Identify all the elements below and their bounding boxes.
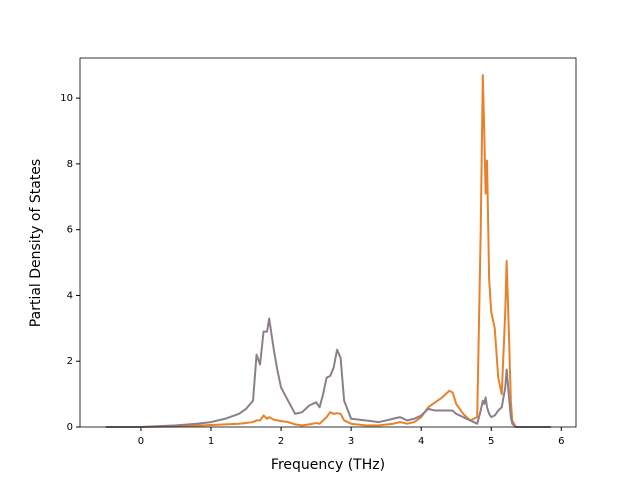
y-axis-label: Partial Density of States: [28, 159, 44, 327]
y-tick-label: 2: [67, 356, 73, 367]
y-tick-label: 8: [67, 159, 73, 170]
data-line: [105, 74, 551, 428]
x-tick-label: 6: [558, 436, 564, 447]
x-tick-label: 1: [208, 436, 214, 447]
x-tick-label: 4: [418, 436, 424, 447]
y-tick-label: 10: [60, 93, 73, 104]
x-tick-label: 2: [278, 436, 284, 447]
x-tick-label: 5: [488, 436, 494, 447]
y-tick-label: 6: [67, 225, 73, 236]
x-tick-label: 3: [348, 436, 354, 447]
x-axis-label: Frequency (THz): [271, 457, 385, 473]
plot-frame: [79, 57, 577, 428]
y-tick-label: 4: [67, 290, 73, 301]
data-line: [105, 317, 551, 428]
y-tick-label: 0: [67, 422, 73, 433]
x-tick-label: 0: [138, 436, 144, 447]
